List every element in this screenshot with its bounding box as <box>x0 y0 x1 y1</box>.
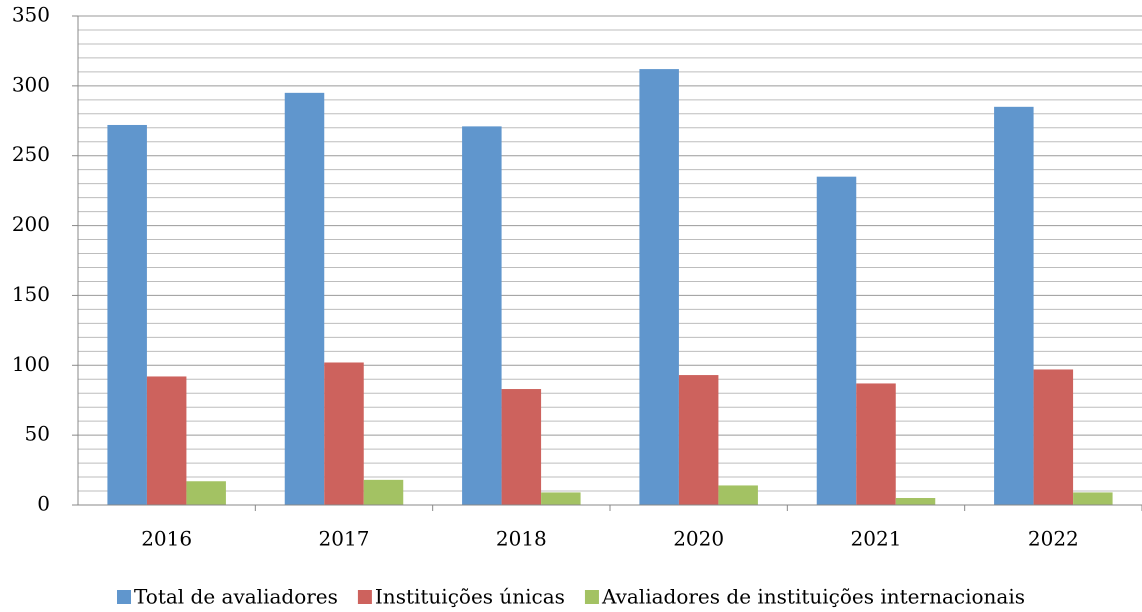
bar <box>639 69 679 505</box>
bar <box>324 362 364 505</box>
x-tick-label: 2018 <box>496 527 547 551</box>
bar <box>678 375 719 505</box>
bar <box>284 92 325 505</box>
bar <box>363 479 404 505</box>
bar <box>186 481 226 505</box>
bar <box>146 376 187 505</box>
y-tick-label: 100 <box>12 352 50 376</box>
bar <box>462 126 502 506</box>
bar <box>895 498 936 505</box>
x-tick-label: 2022 <box>1028 527 1079 551</box>
legend-label: Total de avaliadores <box>134 585 338 609</box>
legend-label: Avaliadores de instituições internaciona… <box>601 585 1025 609</box>
legend-swatch <box>357 590 372 604</box>
y-tick-label: 250 <box>12 142 50 166</box>
bar <box>994 106 1034 506</box>
bar <box>541 492 581 505</box>
y-tick-label: 0 <box>37 492 50 516</box>
y-tick-label: 350 <box>12 3 50 27</box>
legend-swatch <box>584 590 599 604</box>
y-tick-label: 200 <box>12 212 50 236</box>
bar <box>816 176 857 505</box>
bar <box>107 124 147 505</box>
x-tick-label: 2021 <box>851 527 902 551</box>
x-tick-label: 2016 <box>141 527 192 551</box>
y-tick-label: 300 <box>12 72 50 96</box>
x-tick-label: 2017 <box>319 527 370 551</box>
bar <box>856 383 896 505</box>
bar <box>1033 369 1074 505</box>
x-tick-label: 2020 <box>673 527 724 551</box>
legend-label: Instituições únicas <box>375 585 565 609</box>
y-tick-label: 150 <box>12 282 50 306</box>
bar <box>718 485 758 505</box>
legend-swatch <box>117 590 131 604</box>
bar <box>501 389 542 505</box>
bar <box>1073 492 1113 505</box>
y-tick-label: 50 <box>25 422 50 446</box>
